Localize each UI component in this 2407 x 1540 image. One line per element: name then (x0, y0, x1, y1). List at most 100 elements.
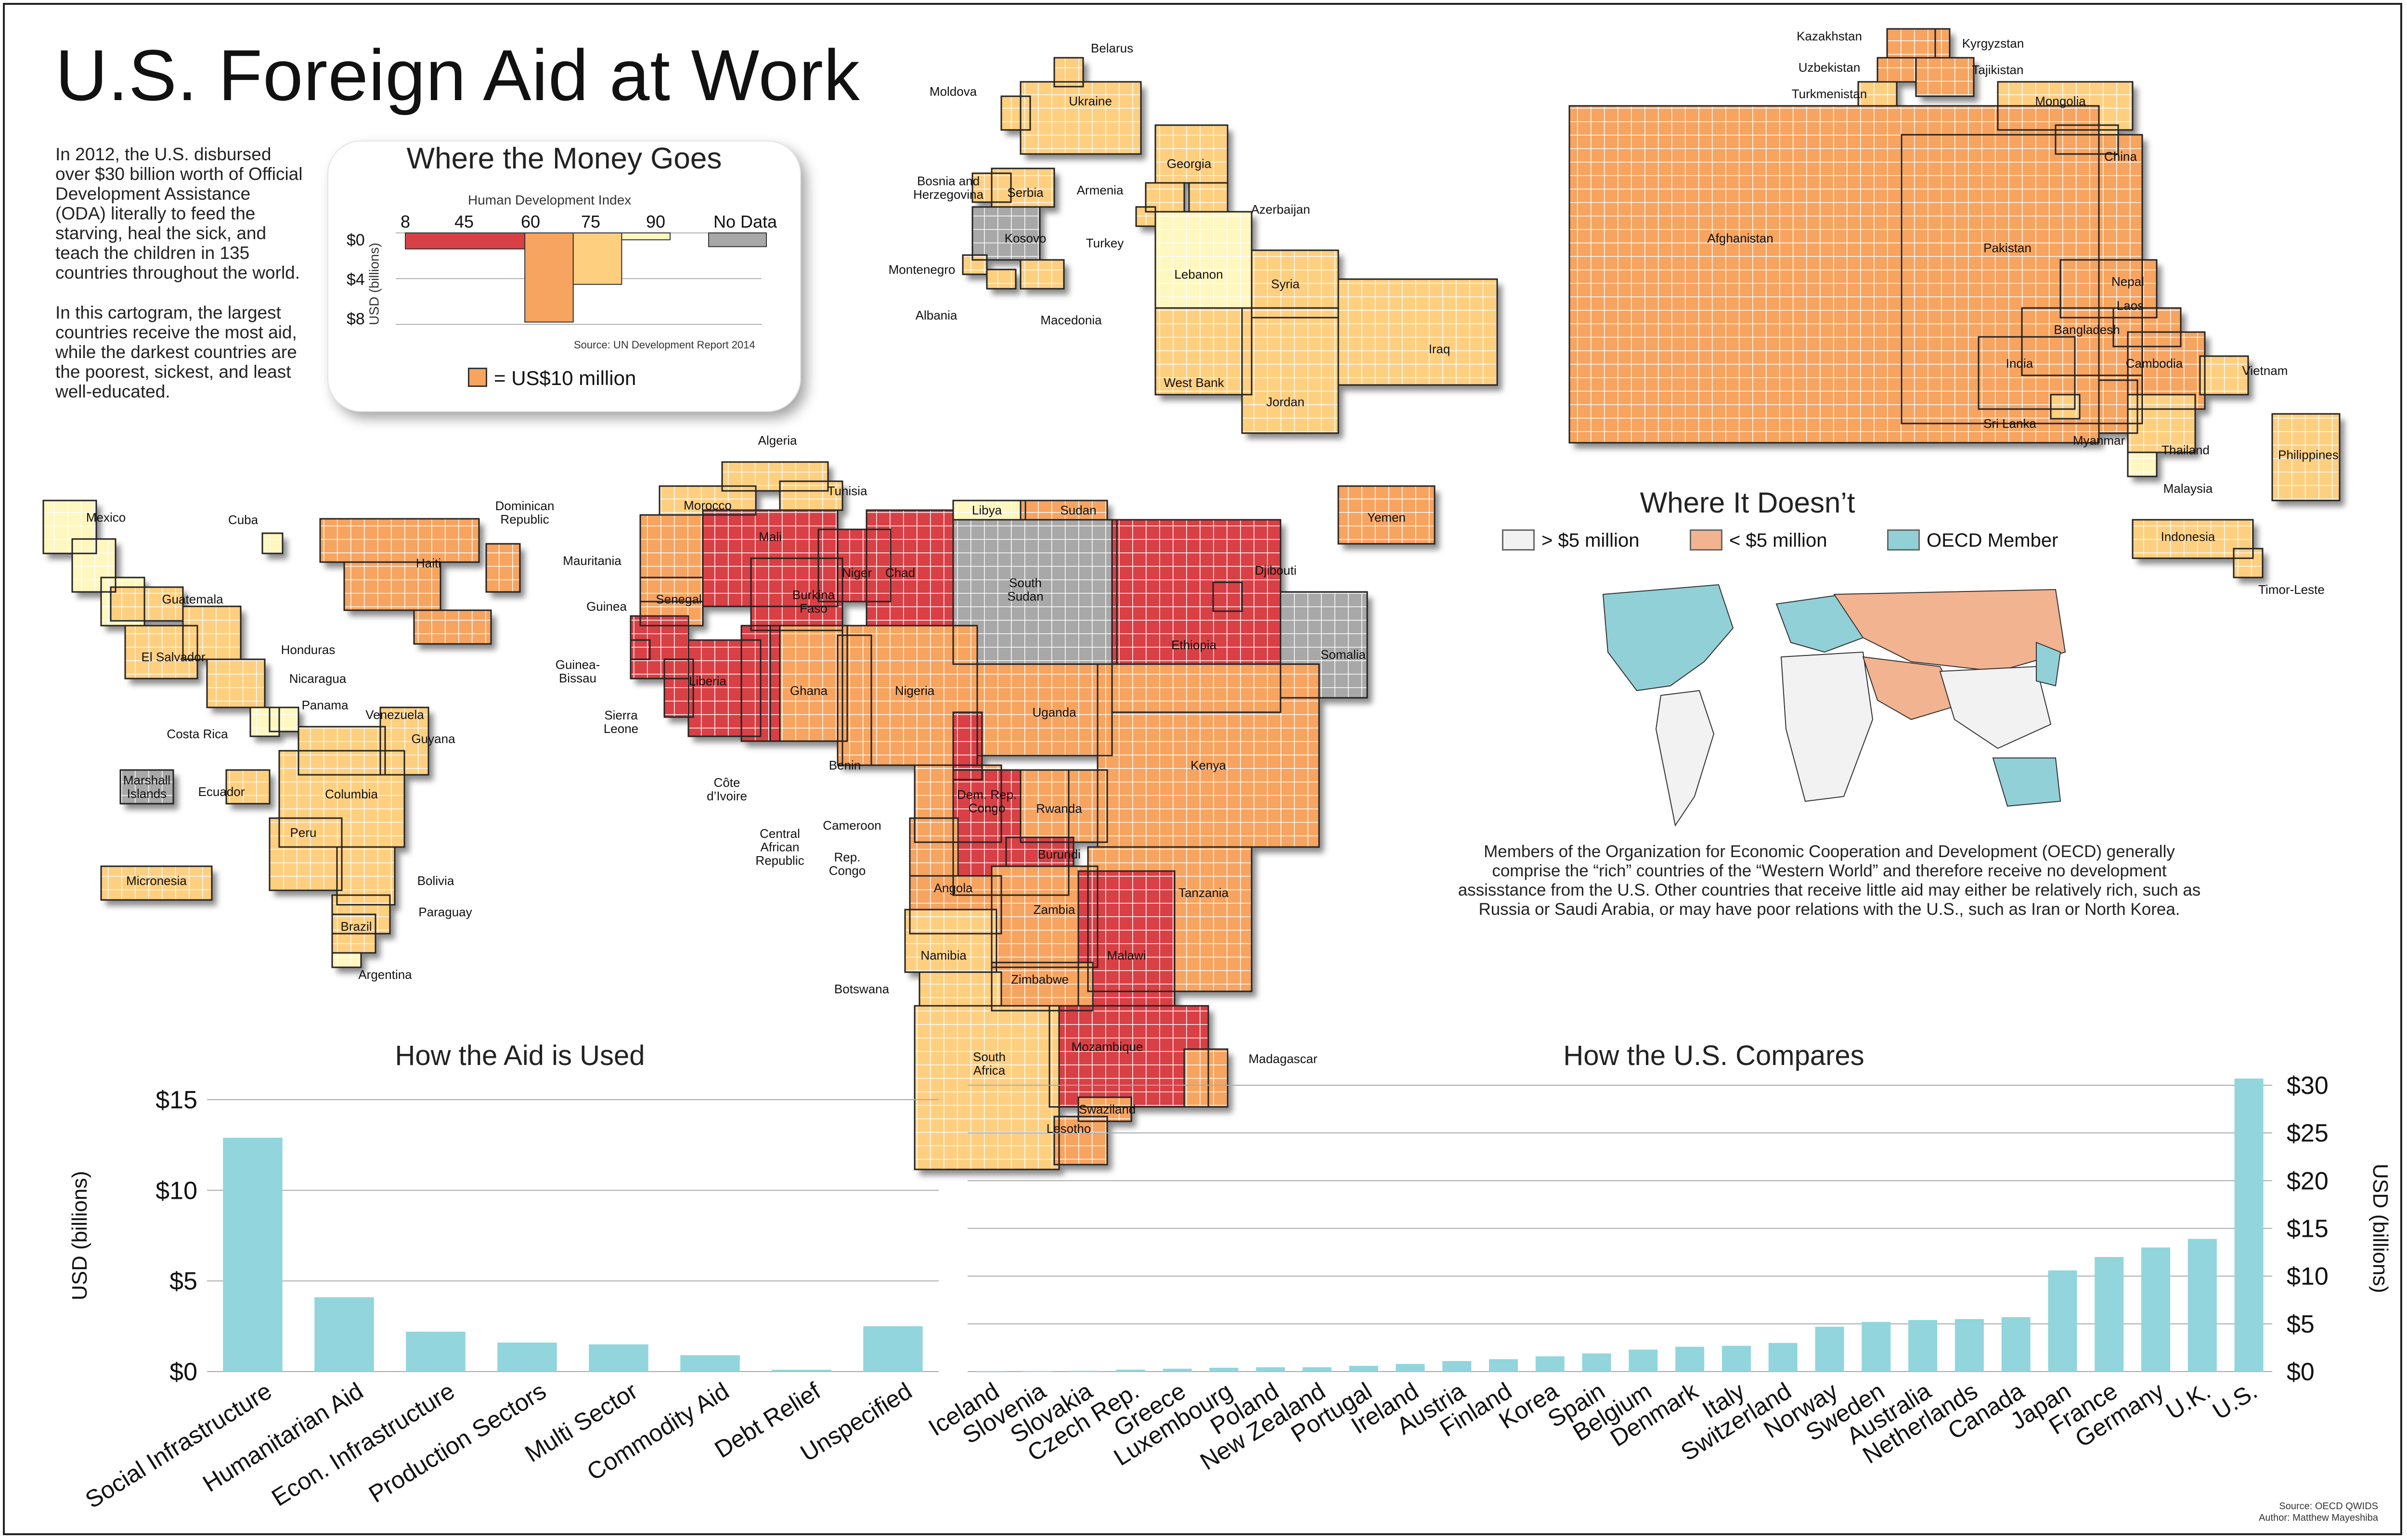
bar (1442, 1361, 1472, 1372)
region-macedonia (1021, 260, 1064, 289)
region-dominican-republic (486, 544, 520, 592)
map-label-malaysia: Malaysia (2163, 481, 2213, 496)
map-label-turkey: Turkey (1086, 236, 1124, 250)
money-legend-title: Where the Money Goes (406, 142, 722, 175)
map-label-madagascar: Madagascar (1248, 1052, 1318, 1066)
region-malaysia (2128, 452, 2157, 476)
region-syria (1252, 250, 1338, 318)
map-label-algeria: Algeria (758, 433, 797, 448)
map-label-paraguay: Paraguay (418, 905, 472, 919)
map-label-senegal: Senegal (656, 592, 702, 606)
hdi-bar (708, 232, 767, 247)
bar (2001, 1317, 2031, 1372)
category-label: U.K. (2161, 1377, 2215, 1425)
region-madagascar (1184, 1049, 1228, 1107)
usd-tick: $8 (347, 310, 365, 328)
y-axis-label: USD (billions) (2368, 1164, 2392, 1293)
map-label-tajikistan: Tajikistan (1972, 63, 2024, 77)
map-label-mongolia: Mongolia (2035, 94, 2086, 108)
no-data-label: No Data (713, 212, 777, 231)
map-label-ethiopia: Ethiopia (1171, 638, 1216, 652)
map-label-mauritania: Mauritania (563, 553, 621, 568)
map-label-burkina-faso: Burkina Faso (792, 588, 835, 616)
map-label-bangladesh: Bangladesh (2054, 322, 2120, 337)
region-botswana (919, 972, 1001, 1006)
region-burkina-faso (751, 558, 842, 630)
region-marshall-islands (120, 770, 173, 804)
region-serbia (992, 168, 1054, 207)
map-label-el-salvador: El Salvador (141, 650, 206, 664)
bar (2048, 1270, 2077, 1372)
region-rwanda (1021, 770, 1107, 842)
map-label-laos: Laos (2116, 298, 2144, 313)
map-label-sudan: Sudan (1060, 503, 1097, 517)
footer-source: Source: OECD QWIDS (2279, 1501, 2378, 1512)
map-label-honduras: Honduras (281, 642, 336, 657)
cell-swatch (468, 368, 487, 387)
map-label-mali: Mali (759, 529, 782, 544)
region-kyrgyzstan (1887, 29, 1950, 58)
bar (2234, 1078, 2264, 1372)
map-label-mexico: Mexico (86, 510, 126, 525)
legend-item-label: < $5 million (1729, 530, 1827, 551)
footer-credits: Source: OECD QWIDS Author: Matthew Mayes… (2259, 1501, 2378, 1524)
map-label-china: China (2104, 149, 2137, 164)
region-sudan (1021, 500, 1107, 520)
where-it-doesnt-title: Where It Doesn’t (1640, 487, 1855, 519)
bar (1815, 1326, 1844, 1372)
map-label-armenia: Armenia (1076, 183, 1124, 197)
region-haiti (320, 519, 491, 644)
bar (1302, 1367, 1332, 1372)
map-label-west-bank: West Bank (1164, 375, 1224, 390)
map-label-costa-rica: Costa Rica (167, 727, 228, 741)
bar (1163, 1369, 1192, 1372)
region-benin (838, 635, 871, 765)
bar (2141, 1247, 2171, 1372)
region-montenegro (963, 255, 987, 274)
bar (1116, 1370, 1145, 1372)
usd-tick: $4 (347, 270, 365, 289)
cell-legend-label: = US$10 million (494, 367, 636, 389)
map-label-marshall-islands: Marshall Islands (123, 773, 171, 801)
map-label-ecuador: Ecuador (198, 784, 245, 799)
y-tick-label: $5 (2287, 1310, 2315, 1338)
map-label-cambodia: Cambodia (2125, 356, 2183, 371)
map-label-cuba: Cuba (228, 513, 259, 527)
region-malawi (1078, 871, 1175, 1006)
map-label-azerbaijan: Azerbaijan (1251, 202, 1310, 217)
map-label-swaziland: Swaziland (1078, 1102, 1136, 1116)
map-label-guinea-bissau: Guinea- Bissau (555, 657, 600, 685)
usd-tick: $0 (347, 231, 365, 249)
map-label-malawi: Malawi (1107, 948, 1146, 962)
map-label-dem-rep-congo: Dem. Rep. Congo (957, 787, 1017, 815)
bar (406, 1332, 466, 1372)
map-label-micronesia: Micronesia (126, 873, 187, 888)
swatch-over-5m (1502, 529, 1535, 551)
region-argentina (332, 953, 361, 967)
map-label-guatemala: Guatemala (162, 592, 223, 606)
map-label-morocco: Morocco (684, 498, 732, 513)
region-el-salvador (125, 626, 197, 679)
bar (863, 1326, 923, 1372)
map-label-montenegro: Montenegro (888, 262, 956, 277)
map-label-zimbabwe: Zimbabwe (1011, 972, 1069, 987)
world-mini-map (1602, 584, 2066, 827)
map-label-ukraine: Ukraine (1069, 94, 1112, 108)
legend-item-oecd: OECD Member (1887, 529, 2058, 552)
region-zimbabwe (992, 962, 1093, 1011)
region-lesotho (1054, 1116, 1107, 1165)
map-label-philippines: Philippines (2278, 448, 2339, 462)
cell-legend: = US$10 million (468, 367, 636, 390)
map-label-dominican-republic: Dominican Republic (495, 499, 555, 526)
region-philippines (2272, 414, 2340, 500)
map-label-ghana: Ghana (789, 683, 828, 698)
map-label-syria: Syria (1271, 277, 1300, 291)
y-tick-label: $30 (2287, 1072, 2329, 1100)
money-legend-box: Where the Money Goes Human Development I… (327, 141, 801, 412)
map-label-namibia: Namibia (920, 948, 967, 962)
map-label-liberia: Liberia (688, 674, 727, 688)
map-label-timor-leste: Timor-Leste (2258, 582, 2325, 597)
y-tick-label: $0 (2287, 1358, 2315, 1386)
legend-item-label: OECD Member (1927, 530, 2058, 551)
